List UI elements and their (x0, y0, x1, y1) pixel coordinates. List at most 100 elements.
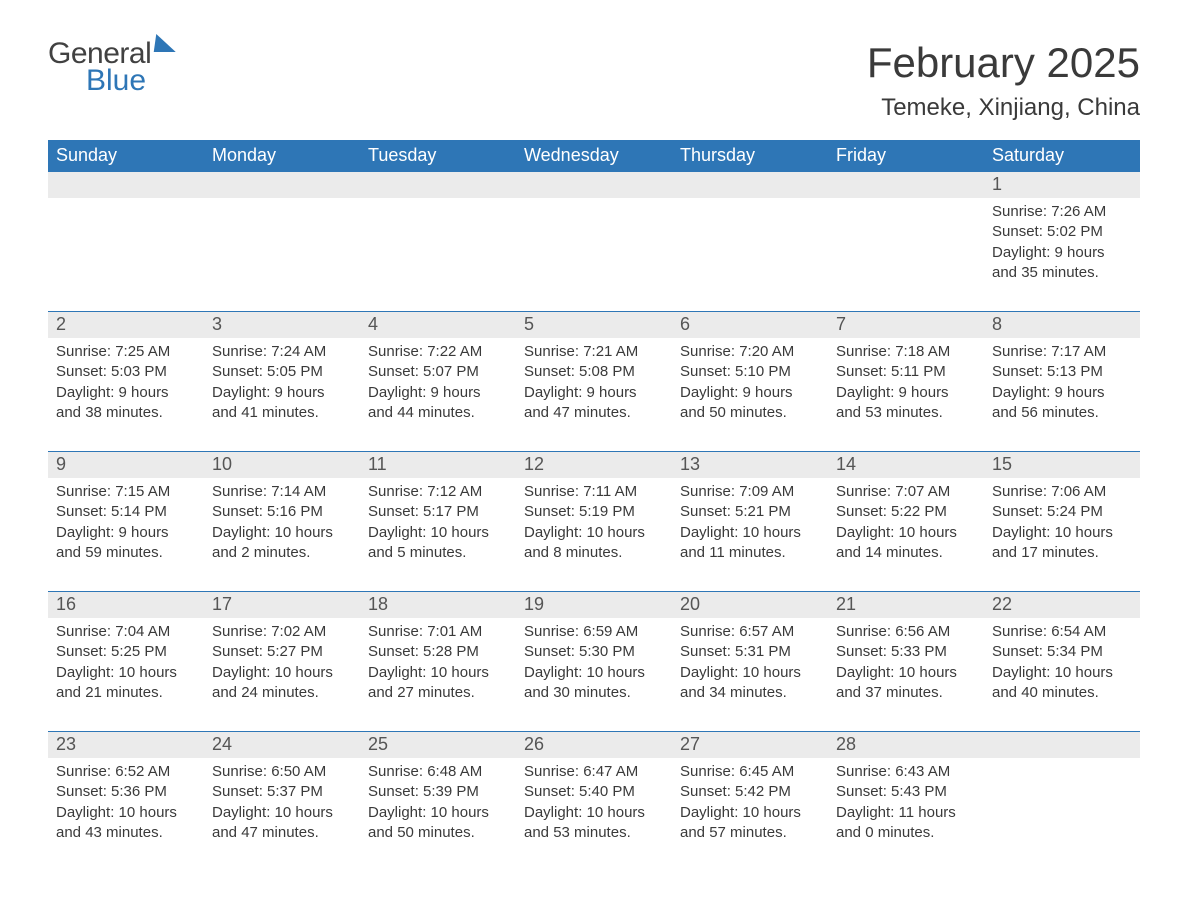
day-cell (984, 758, 1140, 871)
day-number: 16 (48, 592, 204, 618)
daylight-text: Daylight: 9 hours and 41 minutes. (212, 383, 352, 424)
sunset-text: Sunset: 5:07 PM (368, 362, 508, 382)
day-cell: Sunrise: 6:45 AMSunset: 5:42 PMDaylight:… (672, 758, 828, 871)
sunset-text: Sunset: 5:05 PM (212, 362, 352, 382)
day-cell: Sunrise: 7:17 AMSunset: 5:13 PMDaylight:… (984, 338, 1140, 451)
day-cell: Sunrise: 6:56 AMSunset: 5:33 PMDaylight:… (828, 618, 984, 731)
day-number (516, 172, 672, 198)
sunset-text: Sunset: 5:08 PM (524, 362, 664, 382)
day-number: 20 (672, 592, 828, 618)
daylight-text: Daylight: 10 hours and 21 minutes. (56, 663, 196, 704)
day-number: 13 (672, 452, 828, 478)
daylight-text: Daylight: 9 hours and 53 minutes. (836, 383, 976, 424)
day-number: 28 (828, 732, 984, 758)
day-number: 19 (516, 592, 672, 618)
sunrise-text: Sunrise: 6:50 AM (212, 762, 352, 782)
sunrise-text: Sunrise: 6:54 AM (992, 622, 1132, 642)
day-cell: Sunrise: 7:14 AMSunset: 5:16 PMDaylight:… (204, 478, 360, 591)
day-number: 2 (48, 312, 204, 338)
sunrise-text: Sunrise: 6:48 AM (368, 762, 508, 782)
day-number: 4 (360, 312, 516, 338)
week-row: 9101112131415Sunrise: 7:15 AMSunset: 5:1… (48, 451, 1140, 591)
day-number (984, 732, 1140, 758)
day-number: 27 (672, 732, 828, 758)
daylight-text: Daylight: 10 hours and 40 minutes. (992, 663, 1132, 704)
dow-thursday: Thursday (672, 140, 828, 172)
sunset-text: Sunset: 5:16 PM (212, 502, 352, 522)
day-cell: Sunrise: 7:24 AMSunset: 5:05 PMDaylight:… (204, 338, 360, 451)
day-cell: Sunrise: 7:26 AMSunset: 5:02 PMDaylight:… (984, 198, 1140, 311)
brand-logo-text: General Blue (48, 40, 151, 94)
day-number (360, 172, 516, 198)
sunset-text: Sunset: 5:39 PM (368, 782, 508, 802)
day-number: 7 (828, 312, 984, 338)
daylight-text: Daylight: 9 hours and 35 minutes. (992, 243, 1132, 284)
day-number: 24 (204, 732, 360, 758)
sunrise-text: Sunrise: 7:24 AM (212, 342, 352, 362)
daynum-band: 16171819202122 (48, 592, 1140, 618)
daylight-text: Daylight: 10 hours and 2 minutes. (212, 523, 352, 564)
sunrise-text: Sunrise: 7:12 AM (368, 482, 508, 502)
day-number: 23 (48, 732, 204, 758)
daylight-text: Daylight: 10 hours and 8 minutes. (524, 523, 664, 564)
sunset-text: Sunset: 5:36 PM (56, 782, 196, 802)
brand-logo: General Blue (48, 40, 177, 94)
sunset-text: Sunset: 5:24 PM (992, 502, 1132, 522)
sunset-text: Sunset: 5:19 PM (524, 502, 664, 522)
dow-header-row: Sunday Monday Tuesday Wednesday Thursday… (48, 140, 1140, 172)
sunset-text: Sunset: 5:30 PM (524, 642, 664, 662)
day-cell: Sunrise: 7:18 AMSunset: 5:11 PMDaylight:… (828, 338, 984, 451)
sunset-text: Sunset: 5:03 PM (56, 362, 196, 382)
sunrise-text: Sunrise: 7:14 AM (212, 482, 352, 502)
dow-sunday: Sunday (48, 140, 204, 172)
sail-icon (154, 34, 179, 52)
day-number: 8 (984, 312, 1140, 338)
day-cell: Sunrise: 7:01 AMSunset: 5:28 PMDaylight:… (360, 618, 516, 731)
sunset-text: Sunset: 5:21 PM (680, 502, 820, 522)
sunset-text: Sunset: 5:42 PM (680, 782, 820, 802)
day-number: 18 (360, 592, 516, 618)
dow-tuesday: Tuesday (360, 140, 516, 172)
day-cell: Sunrise: 7:15 AMSunset: 5:14 PMDaylight:… (48, 478, 204, 591)
sunset-text: Sunset: 5:14 PM (56, 502, 196, 522)
sunrise-text: Sunrise: 7:17 AM (992, 342, 1132, 362)
day-cell: Sunrise: 6:48 AMSunset: 5:39 PMDaylight:… (360, 758, 516, 871)
day-number: 14 (828, 452, 984, 478)
sunrise-text: Sunrise: 7:01 AM (368, 622, 508, 642)
sunrise-text: Sunrise: 7:11 AM (524, 482, 664, 502)
week-row: 2345678Sunrise: 7:25 AMSunset: 5:03 PMDa… (48, 311, 1140, 451)
day-cell: Sunrise: 7:04 AMSunset: 5:25 PMDaylight:… (48, 618, 204, 731)
day-cell: Sunrise: 6:50 AMSunset: 5:37 PMDaylight:… (204, 758, 360, 871)
daylight-text: Daylight: 10 hours and 57 minutes. (680, 803, 820, 844)
day-cell: Sunrise: 7:06 AMSunset: 5:24 PMDaylight:… (984, 478, 1140, 591)
sunrise-text: Sunrise: 6:56 AM (836, 622, 976, 642)
day-cell: Sunrise: 6:59 AMSunset: 5:30 PMDaylight:… (516, 618, 672, 731)
day-cell: Sunrise: 6:43 AMSunset: 5:43 PMDaylight:… (828, 758, 984, 871)
daylight-text: Daylight: 9 hours and 44 minutes. (368, 383, 508, 424)
daylight-text: Daylight: 10 hours and 24 minutes. (212, 663, 352, 704)
day-cell: Sunrise: 6:57 AMSunset: 5:31 PMDaylight:… (672, 618, 828, 731)
day-number: 1 (984, 172, 1140, 198)
day-number: 22 (984, 592, 1140, 618)
day-number: 21 (828, 592, 984, 618)
day-cell: Sunrise: 6:54 AMSunset: 5:34 PMDaylight:… (984, 618, 1140, 731)
daylight-text: Daylight: 10 hours and 11 minutes. (680, 523, 820, 564)
daylight-text: Daylight: 10 hours and 30 minutes. (524, 663, 664, 704)
sunset-text: Sunset: 5:02 PM (992, 222, 1132, 242)
daylight-text: Daylight: 10 hours and 47 minutes. (212, 803, 352, 844)
day-number: 9 (48, 452, 204, 478)
sunset-text: Sunset: 5:27 PM (212, 642, 352, 662)
daynum-band: 2345678 (48, 312, 1140, 338)
sunset-text: Sunset: 5:28 PM (368, 642, 508, 662)
day-number (828, 172, 984, 198)
sunrise-text: Sunrise: 7:04 AM (56, 622, 196, 642)
sunrise-text: Sunrise: 6:52 AM (56, 762, 196, 782)
week-row: 232425262728Sunrise: 6:52 AMSunset: 5:36… (48, 731, 1140, 871)
brand-word-2: Blue (86, 67, 146, 94)
sunrise-text: Sunrise: 6:43 AM (836, 762, 976, 782)
day-number (204, 172, 360, 198)
day-number: 25 (360, 732, 516, 758)
sunrise-text: Sunrise: 6:59 AM (524, 622, 664, 642)
daylight-text: Daylight: 10 hours and 27 minutes. (368, 663, 508, 704)
day-number (48, 172, 204, 198)
